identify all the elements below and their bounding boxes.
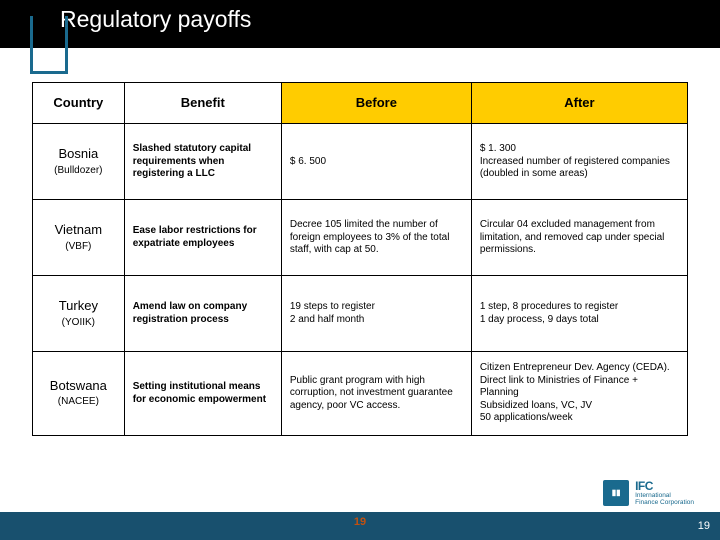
slide: Regulatory payoffs Country Benefit Befor… (0, 0, 720, 540)
table-row: Bosnia (Bulldozer) Slashed statutory capit… (33, 124, 688, 200)
ifc-logo-icon: ▮▮ (603, 480, 629, 506)
after-cell: $ 1. 300Increased number of registered c… (471, 124, 687, 200)
after-cell: Citizen Entrepreneur Dev. Agency (CEDA).… (471, 352, 687, 436)
table-row: Botswana (NACEE) Setting institutional mea… (33, 352, 688, 436)
page-number-right: 19 (698, 520, 710, 532)
benefit-cell: Slashed statutory capital requirements w… (124, 124, 281, 200)
ifc-logo-subtext2: Finance Corporation (635, 500, 694, 507)
country-cell: Bosnia (Bulldozer) (33, 124, 125, 200)
country-name: Botswana (41, 378, 116, 394)
col-header-benefit: Benefit (124, 83, 281, 124)
country-name: Turkey (41, 298, 116, 314)
country-subtitle: (Bulldozer) (41, 165, 116, 178)
before-cell: $ 6. 500 (281, 124, 471, 200)
benefit-cell: Setting institutional means for economic… (124, 352, 281, 436)
slide-title: Regulatory payoffs (56, 0, 251, 33)
table-row: Turkey (YOIIK) Amend law on company regist… (33, 276, 688, 352)
country-cell: Vietnam (VBF) (33, 200, 125, 276)
country-subtitle: (NACEE) (41, 396, 116, 409)
before-cell: Public grant program with high corruptio… (281, 352, 471, 436)
col-header-country: Country (33, 83, 125, 124)
country-subtitle: (VBF) (41, 241, 116, 254)
payoffs-table: Country Benefit Before After Bosnia (Bull… (32, 82, 688, 436)
country-cell: Botswana (NACEE) (33, 352, 125, 436)
accent-rectangle (30, 16, 68, 74)
country-cell: Turkey (YOIIK) (33, 276, 125, 352)
table-header-row: Country Benefit Before After (33, 83, 688, 124)
title-bar: Regulatory payoffs (0, 0, 720, 48)
page-number-center: 19 (354, 516, 366, 528)
table-row: Vietnam (VBF) Ease labor restrictions for … (33, 200, 688, 276)
country-name: Bosnia (41, 146, 116, 162)
benefit-cell: Ease labor restrictions for expatriate e… (124, 200, 281, 276)
benefit-cell: Amend law on company registration proces… (124, 276, 281, 352)
after-cell: 1 step, 8 procedures to register1 day pr… (471, 276, 687, 352)
ifc-logo: ▮▮ IFC International Finance Corporation (603, 479, 694, 506)
content-area: Country Benefit Before After Bosnia (Bull… (0, 48, 720, 436)
country-subtitle: (YOIIK) (41, 317, 116, 330)
ifc-logo-text: IFC (635, 479, 694, 493)
after-cell: Circular 04 excluded management from lim… (471, 200, 687, 276)
col-header-after: After (471, 83, 687, 124)
before-cell: Decree 105 limited the number of foreign… (281, 200, 471, 276)
country-name: Vietnam (41, 222, 116, 238)
col-header-before: Before (281, 83, 471, 124)
before-cell: 19 steps to register2 and half month (281, 276, 471, 352)
